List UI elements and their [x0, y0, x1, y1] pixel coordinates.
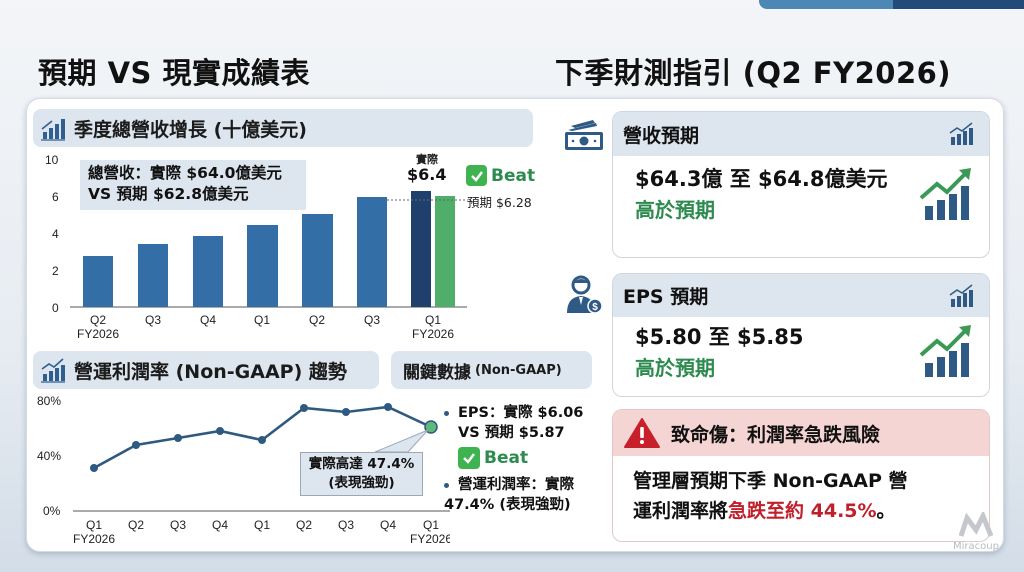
- svg-text:$: $: [592, 302, 598, 313]
- svg-text:Q3: Q3: [364, 313, 380, 327]
- eps-item: EPS：實際 $6.06 VS 預期 $5.87: [444, 403, 594, 443]
- svg-text:Q1: Q1: [254, 313, 270, 327]
- growth-chart-icon: [919, 168, 971, 220]
- svg-text:Q1: Q1: [254, 518, 270, 532]
- svg-text:Q1: Q1: [425, 313, 441, 327]
- eps-guidance-title: EPS 預期: [623, 286, 709, 308]
- margin-section-title: 營運利潤率 (Non-GAAP) 趨勢: [74, 360, 347, 383]
- bar-q3: [138, 244, 168, 307]
- actual-value: $6.4: [407, 165, 447, 184]
- bar-q4: [193, 236, 223, 307]
- eps-guidance-value: $5.80 至 $5.85: [635, 325, 804, 349]
- risk-body-line1: 管理層預期下季 Non-GAAP 營: [633, 470, 908, 492]
- margin-item-value: 47.4% (表現強勁): [444, 497, 571, 513]
- miracoup-logo-icon: [958, 509, 994, 537]
- trend-chart-icon: [41, 358, 65, 383]
- small-trend-icon: [949, 283, 973, 307]
- svg-text:Q4: Q4: [380, 518, 396, 532]
- y-tick-4: 4: [52, 227, 59, 241]
- margin-callout: 實際高達 47.4% (表現強勁): [300, 452, 423, 496]
- bar-expected: [435, 196, 455, 307]
- margin-item: 營運利潤率：實際: [444, 475, 594, 495]
- small-trend-icon: [949, 122, 973, 145]
- revenue-beat-badge: Beat: [466, 165, 535, 186]
- risk-body-line2: 運利潤率將急跌至約 44.5%。: [633, 500, 896, 522]
- revenue-guidance-title: 營收預期: [623, 124, 700, 147]
- warning-icon: [624, 418, 660, 448]
- svg-text:FY2026: FY2026: [73, 532, 115, 546]
- key-data-list: EPS：實際 $6.06 VS 預期 $5.87 Beat 營運利潤率：實際 4…: [444, 403, 594, 515]
- y-tick-2: 2: [52, 264, 59, 278]
- bar-q1: [247, 225, 278, 307]
- risk-highlight: 急跌至約 44.5%: [728, 500, 877, 522]
- svg-text:Q2: Q2: [128, 518, 144, 532]
- checkmark-icon: [458, 447, 480, 469]
- revenue-guidance-card: 營收預期 $64.3億 至 $64.8億美元 高於預期: [612, 111, 990, 258]
- svg-text:Q4: Q4: [200, 313, 216, 327]
- svg-text:Q2: Q2: [90, 313, 106, 327]
- bar-q2b: [302, 214, 333, 307]
- y-tick-0: 0%: [43, 504, 61, 518]
- margin-section-header: 營運利潤率 (Non-GAAP) 趨勢: [33, 351, 379, 389]
- revenue-guidance-status: 高於預期: [635, 198, 715, 222]
- y-tick-80: 80%: [37, 394, 61, 408]
- svg-text:Q3: Q3: [170, 518, 186, 532]
- revenue-guidance-value: $64.3億 至 $64.8億美元: [635, 167, 888, 191]
- top-decor-stripe: [759, 0, 1024, 9]
- revenue-annotation: 總營收：實際 $64.0億美元 VS 預期 $62.8億美元: [80, 160, 306, 210]
- risk-title: 致命傷：利潤率急跌風險: [671, 423, 881, 446]
- svg-text:Q1: Q1: [423, 518, 439, 532]
- investor-icon: $: [567, 275, 603, 314]
- watermark-logo: Miracoup: [946, 509, 1006, 552]
- svg-text:Q1: Q1: [86, 518, 102, 532]
- money-icon: [565, 120, 603, 150]
- svg-text:Q2: Q2: [296, 518, 312, 532]
- right-title: 下季財測指引 (Q2 FY2026): [555, 56, 952, 90]
- svg-text:FY2026: FY2026: [410, 532, 450, 546]
- y-tick-6: 6: [52, 190, 59, 204]
- line-points: [90, 403, 392, 472]
- left-title: 預期 VS 現實成績表: [38, 56, 311, 90]
- y-tick-40: 40%: [37, 449, 61, 463]
- actual-label: 實際: [416, 153, 438, 166]
- svg-text:FY2026: FY2026: [412, 327, 454, 341]
- revenue-section-title: 季度總營收增長 (十億美元): [74, 118, 307, 141]
- eps-beat-badge: Beat: [458, 447, 594, 469]
- svg-text:Q3: Q3: [145, 313, 161, 327]
- svg-text:Q3: Q3: [338, 518, 354, 532]
- bar-q2: [83, 256, 113, 307]
- expected-label: 預期 $6.28: [467, 195, 532, 210]
- svg-text:FY2026: FY2026: [77, 327, 119, 341]
- y-tick-10: 10: [45, 153, 59, 167]
- y-tick-0: 0: [52, 301, 59, 315]
- eps-guidance-status: 高於預期: [635, 356, 715, 380]
- svg-text:Q4: Q4: [212, 518, 228, 532]
- checkmark-icon: [466, 165, 487, 186]
- bar-q3b: [357, 197, 387, 307]
- risk-warning-card: 致命傷：利潤率急跌風險 管理層預期下季 Non-GAAP 營 運利潤率將急跌至約…: [612, 409, 990, 542]
- bar-chart-icon: [41, 119, 65, 141]
- revenue-section-header: 季度總營收增長 (十億美元): [33, 109, 533, 147]
- key-data-header: 關鍵數據 (Non-GAAP): [391, 351, 592, 389]
- svg-text:Q2: Q2: [309, 313, 325, 327]
- bar-actual: [411, 191, 431, 307]
- eps-guidance-card: EPS 預期 $5.80 至 $5.85 高於預期: [612, 273, 990, 397]
- growth-chart-icon: [919, 325, 971, 377]
